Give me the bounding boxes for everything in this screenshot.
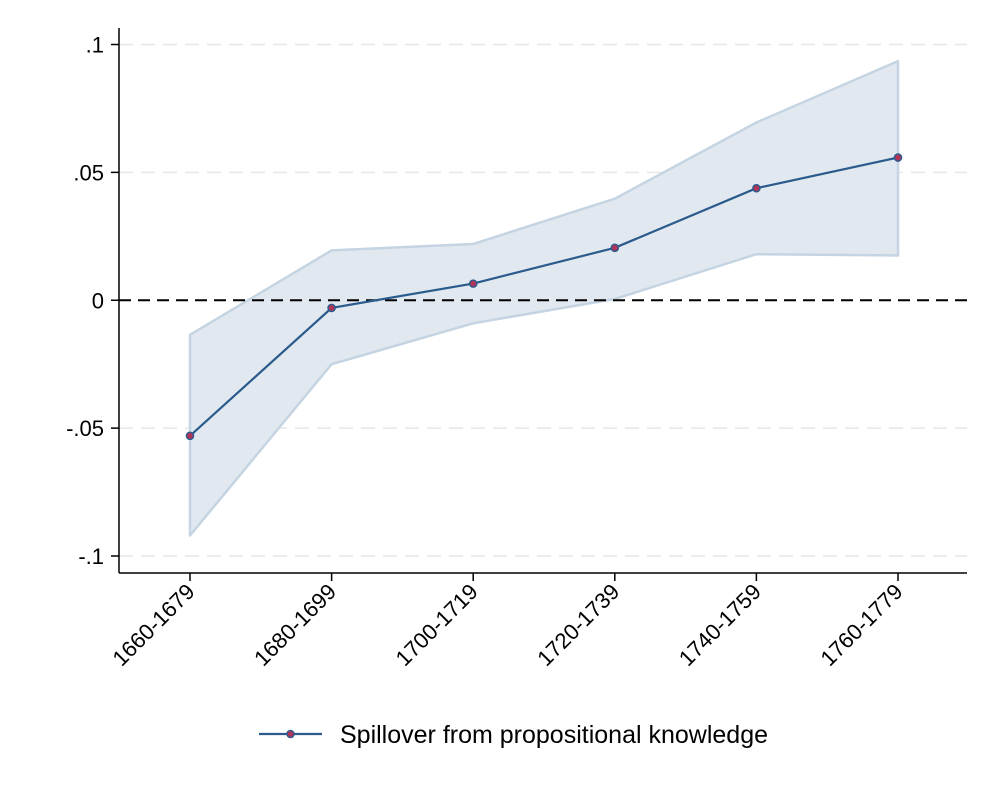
y-tick-label: -.1 [78, 544, 104, 569]
y-tick-label: .1 [86, 33, 104, 58]
data-point [327, 303, 336, 313]
data-points [185, 153, 903, 441]
x-tick-label: 1700-1719 [391, 579, 483, 671]
series-line [189, 156, 899, 437]
legend: Spillover from propositional knowledge [259, 721, 768, 749]
x-tick-label: 1760-1779 [815, 579, 907, 671]
data-point [185, 431, 195, 441]
data-point [610, 243, 620, 253]
y-tick-label: -.05 [66, 416, 104, 441]
x-tick-label: 1720-1739 [532, 579, 624, 671]
data-point [893, 153, 903, 162]
x-tick-label: 1680-1699 [249, 579, 341, 671]
confidence-interval-band [188, 59, 900, 537]
x-tick-label: 1660-1679 [107, 579, 199, 671]
x-ticks: 1660-1679 1680-1699 1700-1719 1720-1739 1740… [107, 573, 908, 671]
data-point [468, 279, 478, 288]
data-point [752, 183, 761, 193]
x-tick-label: 1740-1759 [674, 579, 766, 671]
legend-marker-swatch [286, 729, 295, 739]
y-tick-label: 0 [92, 288, 104, 313]
y-ticks: .1 .05 0 -.05 -.1 [66, 33, 119, 569]
y-tick-label: .05 [73, 160, 104, 185]
legend-label: Spillover from propositional knowledge [340, 721, 768, 749]
